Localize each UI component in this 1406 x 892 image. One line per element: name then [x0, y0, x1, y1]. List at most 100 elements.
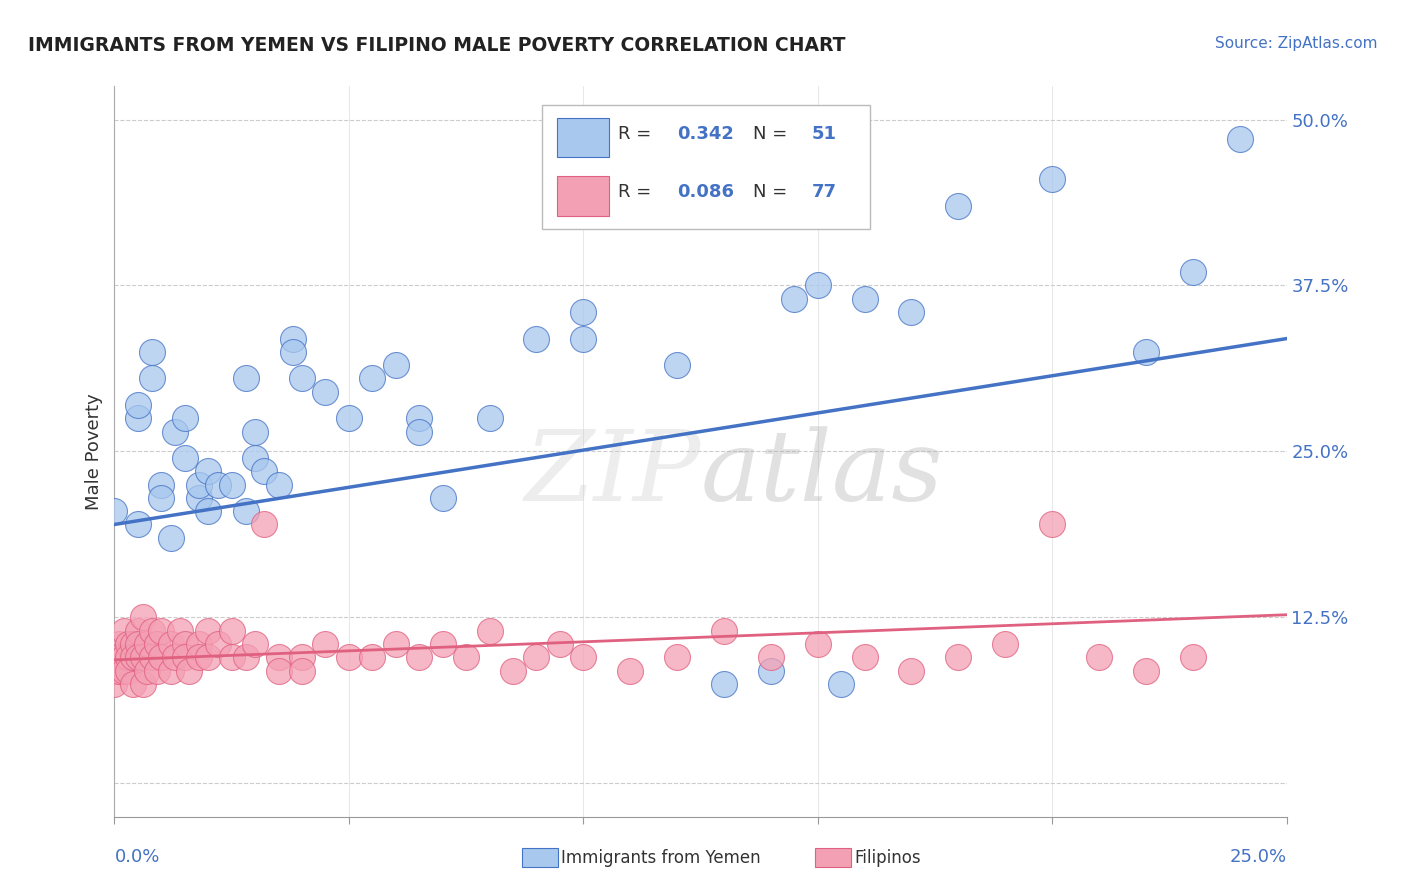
- Text: Filipinos: Filipinos: [855, 848, 921, 866]
- Point: [807, 637, 830, 651]
- Point: [173, 637, 195, 651]
- Point: [127, 637, 149, 651]
- Point: [103, 677, 125, 691]
- Point: [221, 650, 243, 665]
- Point: [807, 278, 830, 293]
- Point: [127, 624, 149, 638]
- Point: [207, 477, 229, 491]
- Point: [112, 650, 135, 665]
- Point: [759, 664, 782, 678]
- Text: 0.086: 0.086: [678, 183, 734, 202]
- Point: [159, 664, 181, 678]
- Point: [853, 292, 876, 306]
- Point: [1040, 172, 1063, 186]
- Point: [136, 637, 159, 651]
- Point: [314, 384, 336, 399]
- Point: [408, 650, 430, 665]
- Point: [197, 650, 219, 665]
- Point: [117, 637, 139, 651]
- Point: [337, 650, 360, 665]
- Point: [173, 411, 195, 425]
- Text: 25.0%: 25.0%: [1229, 847, 1286, 866]
- Point: [150, 491, 173, 505]
- Y-axis label: Male Poverty: Male Poverty: [86, 393, 103, 510]
- Text: atlas: atlas: [700, 425, 943, 521]
- Point: [666, 358, 689, 372]
- Point: [384, 637, 406, 651]
- Point: [145, 664, 167, 678]
- Point: [235, 504, 257, 518]
- Point: [108, 664, 131, 678]
- Point: [197, 504, 219, 518]
- Point: [267, 477, 290, 491]
- Point: [141, 624, 163, 638]
- Point: [1135, 344, 1157, 359]
- Point: [131, 650, 153, 665]
- Point: [572, 332, 595, 346]
- Point: [1135, 664, 1157, 678]
- Point: [267, 664, 290, 678]
- Point: [291, 650, 314, 665]
- Point: [108, 637, 131, 651]
- Point: [127, 650, 149, 665]
- Point: [169, 624, 191, 638]
- Point: [127, 411, 149, 425]
- Point: [253, 517, 276, 532]
- Point: [131, 677, 153, 691]
- Point: [361, 371, 384, 385]
- Point: [759, 650, 782, 665]
- Point: [150, 650, 173, 665]
- Point: [141, 344, 163, 359]
- Point: [713, 677, 735, 691]
- Point: [408, 425, 430, 439]
- Point: [572, 305, 595, 319]
- Point: [136, 664, 159, 678]
- Point: [408, 411, 430, 425]
- Point: [572, 650, 595, 665]
- Point: [478, 624, 501, 638]
- Point: [187, 491, 209, 505]
- Point: [187, 637, 209, 651]
- Point: [197, 624, 219, 638]
- Text: Source: ZipAtlas.com: Source: ZipAtlas.com: [1215, 36, 1378, 51]
- Point: [122, 677, 145, 691]
- Point: [1181, 265, 1204, 279]
- Point: [267, 650, 290, 665]
- Point: [165, 650, 187, 665]
- Point: [197, 464, 219, 478]
- Point: [948, 650, 970, 665]
- Point: [291, 371, 314, 385]
- Text: 51: 51: [811, 125, 837, 143]
- Point: [159, 531, 181, 545]
- Point: [235, 371, 257, 385]
- Point: [173, 650, 195, 665]
- Text: 0.342: 0.342: [678, 125, 734, 143]
- Text: R =: R =: [619, 183, 658, 202]
- Point: [853, 650, 876, 665]
- Point: [108, 650, 131, 665]
- Point: [830, 677, 852, 691]
- Point: [548, 637, 571, 651]
- Point: [253, 464, 276, 478]
- Point: [127, 517, 149, 532]
- Point: [432, 491, 454, 505]
- Text: N =: N =: [754, 125, 793, 143]
- Point: [337, 411, 360, 425]
- Point: [131, 610, 153, 624]
- Point: [291, 664, 314, 678]
- Point: [159, 637, 181, 651]
- Point: [502, 664, 524, 678]
- Point: [103, 650, 125, 665]
- Point: [526, 332, 548, 346]
- Point: [1229, 132, 1251, 146]
- Point: [361, 650, 384, 665]
- Point: [900, 305, 922, 319]
- Point: [619, 664, 641, 678]
- Point: [221, 477, 243, 491]
- Point: [117, 664, 139, 678]
- Point: [1040, 517, 1063, 532]
- Point: [179, 664, 201, 678]
- Point: [948, 199, 970, 213]
- Point: [666, 650, 689, 665]
- Point: [281, 332, 304, 346]
